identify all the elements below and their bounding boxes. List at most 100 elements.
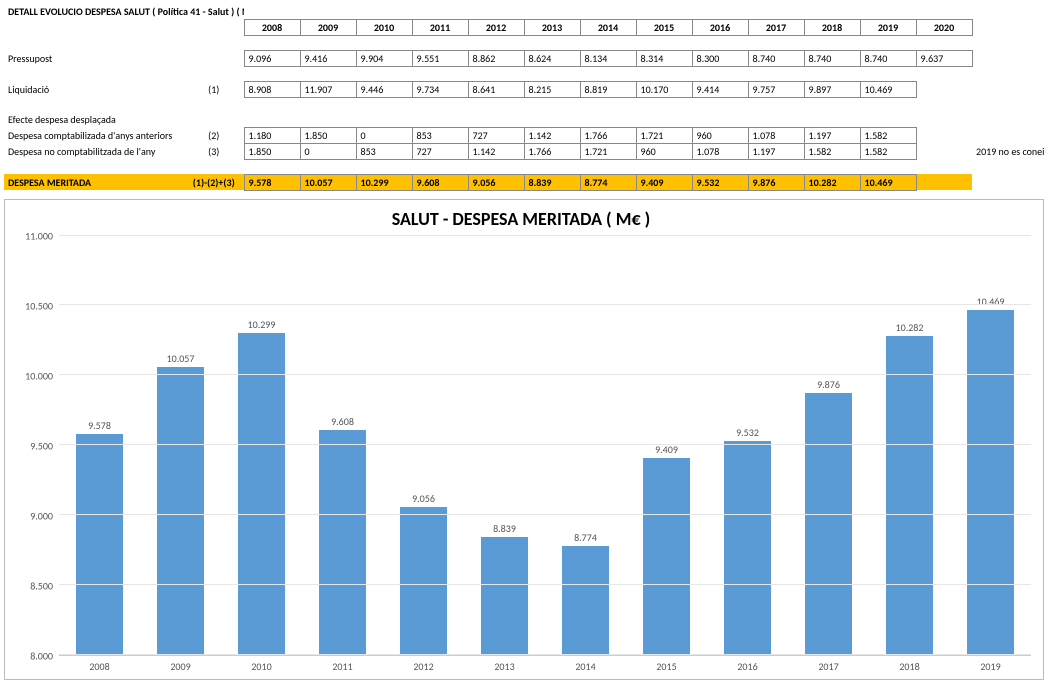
bar-slot: 9.056 bbox=[383, 236, 464, 655]
y-tick-label: 8.500 bbox=[30, 579, 53, 592]
year-header: 2016 bbox=[692, 19, 748, 35]
y-tick-label: 10.500 bbox=[25, 299, 53, 312]
data-cell bbox=[916, 112, 972, 127]
bar-value-label: 10.469 bbox=[977, 295, 1005, 308]
y-tick-label: 10.000 bbox=[25, 369, 53, 382]
x-tick-label: 2015 bbox=[626, 656, 707, 673]
bar-slot: 8.774 bbox=[545, 236, 626, 655]
data-cell: 8.839 bbox=[524, 174, 580, 190]
data-cell: 727 bbox=[468, 127, 524, 143]
bar bbox=[238, 333, 285, 654]
data-cell bbox=[524, 112, 580, 127]
data-cell: 8.862 bbox=[468, 50, 524, 66]
data-cell: 9.876 bbox=[748, 174, 804, 190]
data-cell bbox=[636, 112, 692, 127]
data-cell: 1.582 bbox=[804, 143, 860, 159]
data-cell bbox=[244, 112, 300, 127]
grid-line bbox=[59, 304, 1031, 305]
data-cell: 9.904 bbox=[356, 50, 412, 66]
data-cell: 10.170 bbox=[636, 81, 692, 97]
data-cell: 1.142 bbox=[468, 143, 524, 159]
bar bbox=[562, 546, 609, 654]
data-cell: 9.734 bbox=[412, 81, 468, 97]
data-cell: 1.582 bbox=[860, 127, 916, 143]
data-cell: 9.757 bbox=[748, 81, 804, 97]
x-tick-label: 2013 bbox=[464, 656, 545, 673]
y-axis: 8.0008.5009.0009.50010.00010.50011.000 bbox=[11, 236, 59, 656]
bar-value-label: 9.056 bbox=[412, 492, 435, 505]
row-note bbox=[972, 81, 1044, 97]
data-cell: 9.446 bbox=[356, 81, 412, 97]
data-cell: 1.197 bbox=[748, 143, 804, 159]
data-cell: 1.721 bbox=[580, 143, 636, 159]
data-cell: 853 bbox=[356, 143, 412, 159]
data-cell: 10.282 bbox=[804, 174, 860, 190]
data-cell: 9.897 bbox=[804, 81, 860, 97]
bar-value-label: 10.057 bbox=[167, 352, 195, 365]
y-tick-label: 8.000 bbox=[30, 649, 53, 662]
bar-slot: 10.299 bbox=[221, 236, 302, 655]
data-cell: 1.197 bbox=[804, 127, 860, 143]
data-cell: 9.416 bbox=[300, 50, 356, 66]
data-cell: 0 bbox=[300, 143, 356, 159]
year-header: 2013 bbox=[524, 19, 580, 35]
year-header: 2012 bbox=[468, 19, 524, 35]
year-header: 2011 bbox=[412, 19, 468, 35]
row-ref: (2) bbox=[184, 127, 244, 143]
data-cell: 1.078 bbox=[692, 143, 748, 159]
data-cell: 9.096 bbox=[244, 50, 300, 66]
data-cell: 1.850 bbox=[244, 143, 300, 159]
data-cell: 9.414 bbox=[692, 81, 748, 97]
data-cell: 10.299 bbox=[356, 174, 412, 190]
year-header: 2008 bbox=[244, 19, 300, 35]
data-cell: 8.300 bbox=[692, 50, 748, 66]
row-label: Despesa no comptabilitzada de l'any bbox=[4, 143, 184, 159]
data-cell: 8.314 bbox=[636, 50, 692, 66]
data-cell bbox=[300, 112, 356, 127]
x-tick-label: 2009 bbox=[140, 656, 221, 673]
row-note bbox=[972, 127, 1044, 143]
grid-line bbox=[59, 235, 1031, 236]
x-tick-label: 2019 bbox=[950, 656, 1031, 673]
data-cell: 960 bbox=[692, 127, 748, 143]
bar-value-label: 8.774 bbox=[574, 531, 597, 544]
row-label: Liquidació bbox=[4, 81, 184, 97]
data-cell: 1.766 bbox=[580, 127, 636, 143]
x-tick-label: 2010 bbox=[221, 656, 302, 673]
data-cell: 10.057 bbox=[300, 174, 356, 190]
data-cell bbox=[692, 112, 748, 127]
row-ref bbox=[184, 50, 244, 66]
data-cell bbox=[748, 112, 804, 127]
data-cell: 8.740 bbox=[748, 50, 804, 66]
data-cell: 8.624 bbox=[524, 50, 580, 66]
bar bbox=[157, 367, 204, 654]
data-cell: 960 bbox=[636, 143, 692, 159]
data-cell bbox=[916, 143, 972, 159]
data-cell: 9.608 bbox=[412, 174, 468, 190]
row-note bbox=[972, 50, 1044, 66]
row-ref: (3) bbox=[184, 143, 244, 159]
year-header: 2014 bbox=[580, 19, 636, 35]
data-cell bbox=[860, 112, 916, 127]
bar-value-label: 9.532 bbox=[736, 426, 759, 439]
data-cell: 9.409 bbox=[636, 174, 692, 190]
data-cell bbox=[356, 112, 412, 127]
data-cell: 9.637 bbox=[916, 50, 972, 66]
bar-slot: 9.876 bbox=[788, 236, 869, 655]
row-ref: (1) bbox=[184, 81, 244, 97]
year-header: 2019 bbox=[860, 19, 916, 35]
row-note bbox=[972, 112, 1044, 127]
chart-container: SALUT - DESPESA MERITADA ( M€ ) 8.0008.5… bbox=[4, 199, 1044, 680]
row-label: DESPESA MERITADA bbox=[4, 174, 184, 190]
data-cell: 10.469 bbox=[860, 81, 916, 97]
year-header: 2009 bbox=[300, 19, 356, 35]
row-ref bbox=[184, 112, 244, 127]
data-cell: 1.582 bbox=[860, 143, 916, 159]
data-cell: 1.142 bbox=[524, 127, 580, 143]
x-tick-label: 2014 bbox=[545, 656, 626, 673]
year-header: 2017 bbox=[748, 19, 804, 35]
bar-slot: 10.282 bbox=[869, 236, 950, 655]
bar-value-label: 10.282 bbox=[896, 321, 924, 334]
data-cell: 1.078 bbox=[748, 127, 804, 143]
bar bbox=[643, 458, 690, 655]
